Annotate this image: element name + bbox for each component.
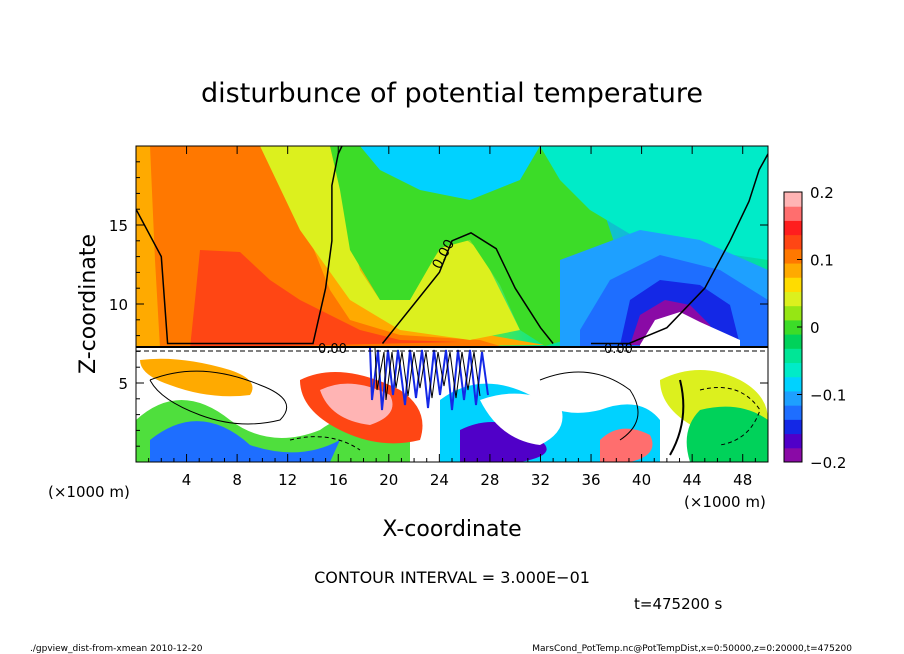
x-tick-label: 40 xyxy=(632,471,651,489)
colorbar-segment xyxy=(784,390,802,406)
x-tick-label: 24 xyxy=(430,471,449,489)
colorbar-segment xyxy=(784,234,802,250)
colorbar-tick-label: 0.2 xyxy=(810,184,834,202)
y-tick-label: 10 xyxy=(109,296,128,314)
colorbar-tick-label: 0 xyxy=(810,319,820,337)
colorbar-segment xyxy=(784,419,802,435)
x-tick-label: 44 xyxy=(683,471,702,489)
colorbar-segment xyxy=(784,192,802,207)
y-axis: 5 10 15 xyxy=(109,161,768,447)
y-axis-label: Z-coordinate xyxy=(76,234,101,374)
colorbar-segment xyxy=(784,405,802,420)
colorbar-segment xyxy=(784,348,802,364)
lower-blob-orange-left xyxy=(140,358,253,397)
lower-blob-pink xyxy=(320,383,393,425)
x-tick-label: 4 xyxy=(182,471,192,489)
contour-label-inversion: 0.00 xyxy=(318,342,347,357)
x-unit-left: (×1000 m) xyxy=(48,483,130,501)
saturated-region-white xyxy=(640,312,740,348)
colorbar-tick-label: −0.1 xyxy=(810,387,846,405)
colorbar-segment xyxy=(784,248,802,264)
colorbar-segment xyxy=(784,376,802,392)
lower-contour-2 xyxy=(539,371,639,441)
y-tick-label: 5 xyxy=(118,375,128,393)
lower-blob-green-right xyxy=(686,406,768,462)
lower-contour-4 xyxy=(699,387,761,446)
zero-contour-middle xyxy=(381,232,554,344)
cool-region-teal xyxy=(540,146,768,260)
x-tick-label: 48 xyxy=(733,471,752,489)
lower-blob-white xyxy=(480,393,563,445)
x-tick-label: 12 xyxy=(278,471,297,489)
colorbar-segment xyxy=(784,319,802,335)
colorbar-segment xyxy=(784,305,802,321)
colorbar-segment xyxy=(784,277,802,292)
lower-blob-blue xyxy=(150,421,340,462)
warm-region-red xyxy=(190,250,460,348)
zero-contour-right xyxy=(591,153,768,345)
colorbar-segment xyxy=(784,334,802,349)
contour-interval-text: CONTOUR INTERVAL = 3.000E−01 xyxy=(314,568,590,587)
turbulent-column-dark xyxy=(374,347,481,401)
contour-label-inversion-right: 0.00 xyxy=(604,342,633,357)
lower-contour-5 xyxy=(289,436,361,451)
lower-contour-3 xyxy=(669,379,685,456)
colorbar-segment xyxy=(784,447,802,463)
x-tick-label: 16 xyxy=(329,471,348,489)
x-axis: 4 8 12 16 20 24 28 32 36 40 44 48 xyxy=(148,146,756,489)
colorbar-segment xyxy=(784,291,802,307)
x-unit-right: (×1000 m) xyxy=(684,493,766,511)
footer-right: MarsCond_PotTemp.nc@PotTempDist,x=0:5000… xyxy=(532,644,852,654)
lower-blob-magenta xyxy=(600,428,653,462)
lower-contour-1 xyxy=(149,370,288,425)
x-tick-label: 36 xyxy=(581,471,600,489)
warm-region-yellow xyxy=(260,146,520,340)
x-tick-label: 8 xyxy=(232,471,242,489)
time-text: t=475200 s xyxy=(634,595,722,613)
plot-area: 0.00 0.00 0.00 xyxy=(136,146,768,462)
colorbar-segment xyxy=(784,263,802,278)
zero-contour-upper xyxy=(136,146,343,345)
colorbar-segment xyxy=(784,220,802,236)
colorbar-segment xyxy=(784,433,802,449)
cool-region-cyan-top xyxy=(360,146,540,200)
x-tick-label: 28 xyxy=(480,471,499,489)
colorbar-tick-label: 0.1 xyxy=(810,252,834,270)
x-axis-label: X-coordinate xyxy=(382,517,521,542)
footer-left: ./gpview_dist-from-xmean 2010-12-20 xyxy=(30,644,203,654)
colorbar-ticks: 0.2 0.1 0 −0.1 −0.2 xyxy=(797,184,846,472)
chart-title: disturbunce of potential temperature xyxy=(201,78,703,109)
colorbar-segment xyxy=(784,362,802,378)
colorbar-tick-label: −0.2 xyxy=(810,454,846,472)
y-tick-label: 15 xyxy=(109,217,128,235)
x-tick-label: 20 xyxy=(379,471,398,489)
colorbar-segment xyxy=(784,206,802,221)
neutral-region-green xyxy=(330,146,620,346)
x-tick-label: 32 xyxy=(531,471,550,489)
